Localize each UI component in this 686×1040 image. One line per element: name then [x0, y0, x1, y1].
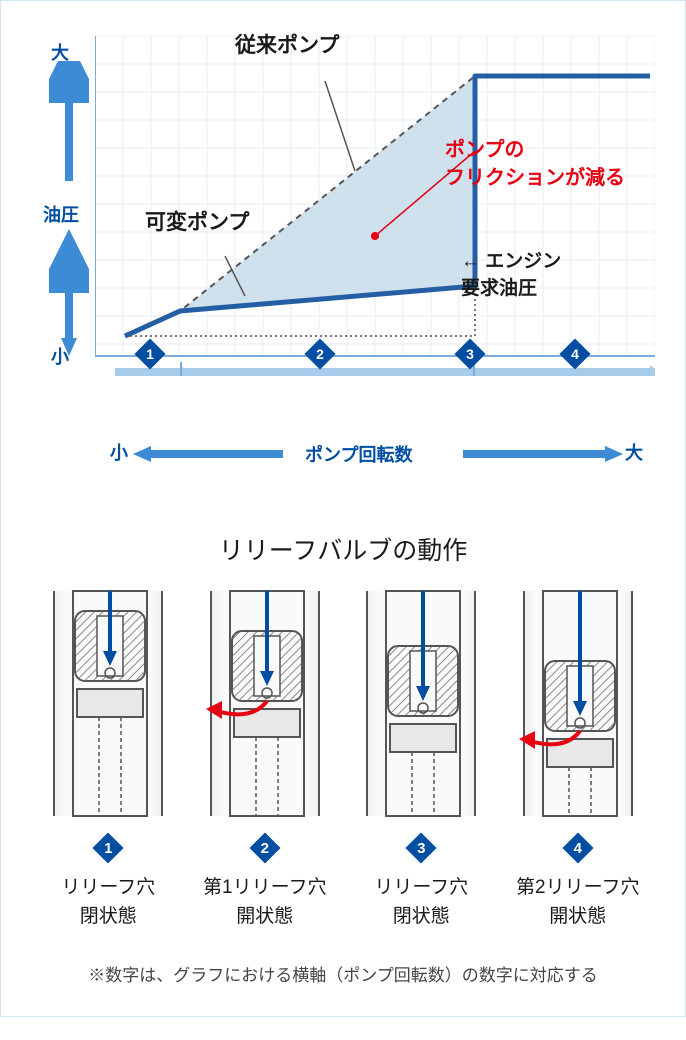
label-engine-required: ← エンジン 要求油圧 [461, 249, 561, 302]
valve-number-marker: 3 [407, 834, 435, 862]
xaxis-arrow [133, 439, 653, 469]
footnote: ※数字は、グラフにおける横軸（ポンプ回転数）の数字に対応する [25, 961, 661, 986]
svg-text:1: 1 [146, 346, 154, 362]
valve-state-2: 2 第1リリーフ穴 開状態 [192, 591, 339, 931]
label-engine-text: エンジン 要求油圧 [461, 251, 561, 299]
valve-section-title: リリーフバルブの動作 [25, 531, 661, 567]
xaxis-min: 小 [110, 439, 128, 465]
valve-number-marker: 4 [564, 834, 592, 862]
svg-text:3: 3 [466, 346, 474, 362]
valve-state-label: 第2リリーフ穴 開状態 [516, 874, 639, 931]
valve-state-4: 4 第2リリーフ穴 開状態 [505, 591, 652, 931]
valve-state-1: 1 リリーフ穴 閉状態 [35, 591, 182, 931]
figure-container: 大 油圧 小 1234 従来ポンプ 可変ポンプ ポンプの フリクションが減る ←… [0, 0, 686, 1017]
chart: 大 油圧 小 1234 従来ポンプ 可変ポンプ ポンプの フリクションが減る ←… [25, 21, 661, 471]
svg-text:4: 4 [571, 346, 579, 362]
valve-number-marker: 1 [94, 834, 122, 862]
valve-number: 4 [574, 840, 582, 857]
yaxis-arrow [49, 61, 89, 381]
valve-number: 2 [261, 840, 269, 857]
valve-number: 3 [417, 840, 425, 857]
valve-state-3: 3 リリーフ穴 閉状態 [348, 591, 495, 931]
valve-diagram [210, 591, 320, 816]
valve-diagram [523, 591, 633, 816]
label-variable-pump: 可変ポンプ [145, 206, 249, 236]
valve-number: 1 [104, 840, 112, 857]
valve-state-label: 第1リリーフ穴 開状態 [203, 874, 326, 931]
label-friction-reduction: ポンプの フリクションが減る [445, 136, 625, 192]
valve-number-marker: 2 [251, 834, 279, 862]
valve-diagram [366, 591, 476, 816]
svg-text:2: 2 [316, 346, 324, 362]
valve-state-label: リリーフ穴 閉状態 [374, 874, 468, 931]
valve-diagram [53, 591, 163, 816]
valve-row: 1 リリーフ穴 閉状態 2 第1リリーフ穴 開状態 3 リリーフ穴 閉状態 4 第2リリーフ穴… [25, 591, 661, 931]
valve-state-label: リリーフ穴 閉状態 [61, 874, 155, 931]
label-friction-text: ポンプの フリクションが減る [445, 139, 625, 189]
label-conventional-pump: 従来ポンプ [235, 29, 339, 59]
